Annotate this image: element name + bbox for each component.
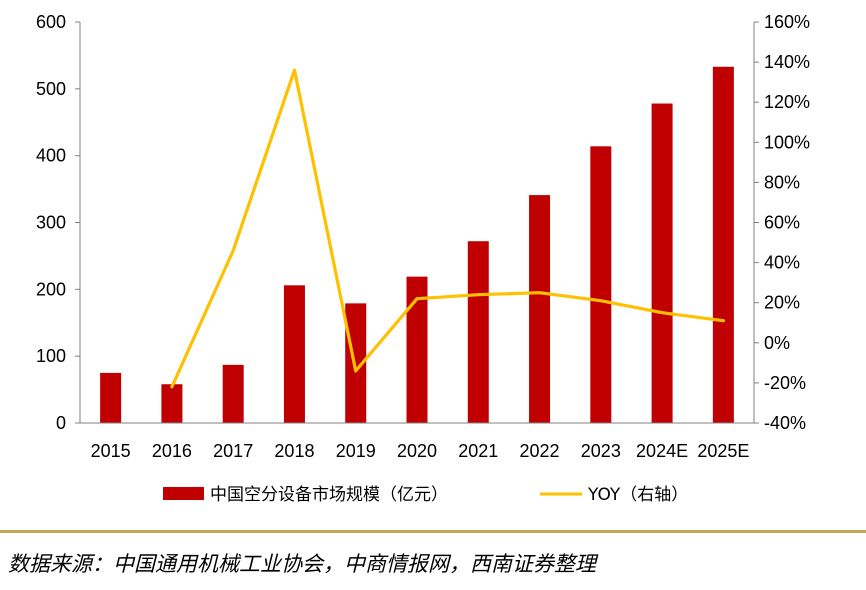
yoy-point-2019 (354, 369, 357, 373)
left-tick-label: 200 (36, 279, 66, 299)
footer-divider (0, 530, 866, 533)
right-tick-label: 140% (764, 52, 810, 72)
right-tick-label: 60% (764, 213, 800, 233)
left-tick-label: 100 (36, 346, 66, 366)
bar-2022 (529, 195, 551, 423)
x-tick-label: 2018 (274, 441, 314, 461)
x-tick-label: 2016 (152, 441, 192, 461)
right-tick-label: 120% (764, 92, 810, 112)
left-axis: 0 100 200 300 400 500 600 (36, 12, 80, 433)
bar-series (100, 66, 734, 424)
left-tick-label: 300 (36, 213, 66, 233)
bar-2023 (590, 146, 612, 423)
yoy-point-2023 (599, 299, 603, 302)
bar-2024E (651, 103, 673, 423)
x-tick-label: 2022 (520, 441, 560, 461)
left-tick-label: 500 (36, 79, 66, 99)
legend-swatch-bar (163, 487, 204, 500)
yoy-point-2020 (415, 297, 419, 300)
bar-2016 (161, 384, 183, 423)
left-tick-label: 400 (36, 146, 66, 166)
x-tick-label: 2017 (213, 441, 253, 461)
line-series (170, 68, 726, 389)
yoy-point-2017 (231, 249, 235, 252)
x-tick-label: 2020 (397, 441, 437, 461)
bar-2025E (712, 66, 734, 424)
x-tick-label: 2025E (697, 441, 749, 461)
right-tick-label: 100% (764, 132, 810, 152)
right-tick-label: 0% (764, 333, 790, 353)
yoy-point-2022 (538, 291, 541, 294)
bar-2021 (467, 241, 489, 423)
right-tick-label: -20% (764, 373, 806, 393)
right-tick-label: 40% (764, 253, 800, 273)
chart: 0 100 200 300 400 500 600 -40% -20% 0% 20% 40% 60% 8… (36, 12, 810, 505)
bar-2018 (283, 285, 305, 423)
x-tick-label: 2019 (336, 441, 376, 461)
right-tick-label: 80% (764, 172, 800, 192)
legend-label-line: YOY（右轴） (587, 485, 688, 505)
x-tick-label: 2015 (91, 441, 131, 461)
right-axis: -40% -20% 0% 20% 40% 60% 80% 100% 120% 140% 160% (754, 12, 810, 433)
yoy-line (170, 68, 726, 389)
yoy-point-2018 (293, 68, 296, 72)
bar-2015 (100, 372, 122, 423)
yoy-point-2016 (170, 385, 174, 389)
yoy-point-2025E (722, 319, 725, 322)
axes-lines (79, 22, 755, 424)
yoy-point-2021 (477, 293, 480, 296)
right-tick-label: -40% (764, 413, 806, 433)
x-axis: 2015 2016 2017 2018 2019 2020 2021 2022 2023 2024… (91, 441, 750, 461)
left-tick-label: 0 (56, 413, 66, 433)
x-tick-label: 2024E (636, 441, 688, 461)
left-tick-label: 600 (36, 12, 66, 32)
yoy-point-2024E (660, 311, 664, 314)
x-tick-label: 2023 (581, 441, 621, 461)
right-tick-label: 20% (764, 293, 800, 313)
bar-2017 (222, 364, 244, 423)
right-tick-label: 160% (764, 12, 810, 32)
legend: 中国空分设备市场规模（亿元） YOY（右轴） (163, 485, 688, 505)
source-note: 数据来源：中国通用机械工业协会，中商情报网，西南证券整理 (8, 552, 596, 576)
legend-label-bar: 中国空分设备市场规模（亿元） (210, 485, 448, 505)
bar-2020 (406, 276, 428, 423)
x-tick-label: 2021 (458, 441, 498, 461)
